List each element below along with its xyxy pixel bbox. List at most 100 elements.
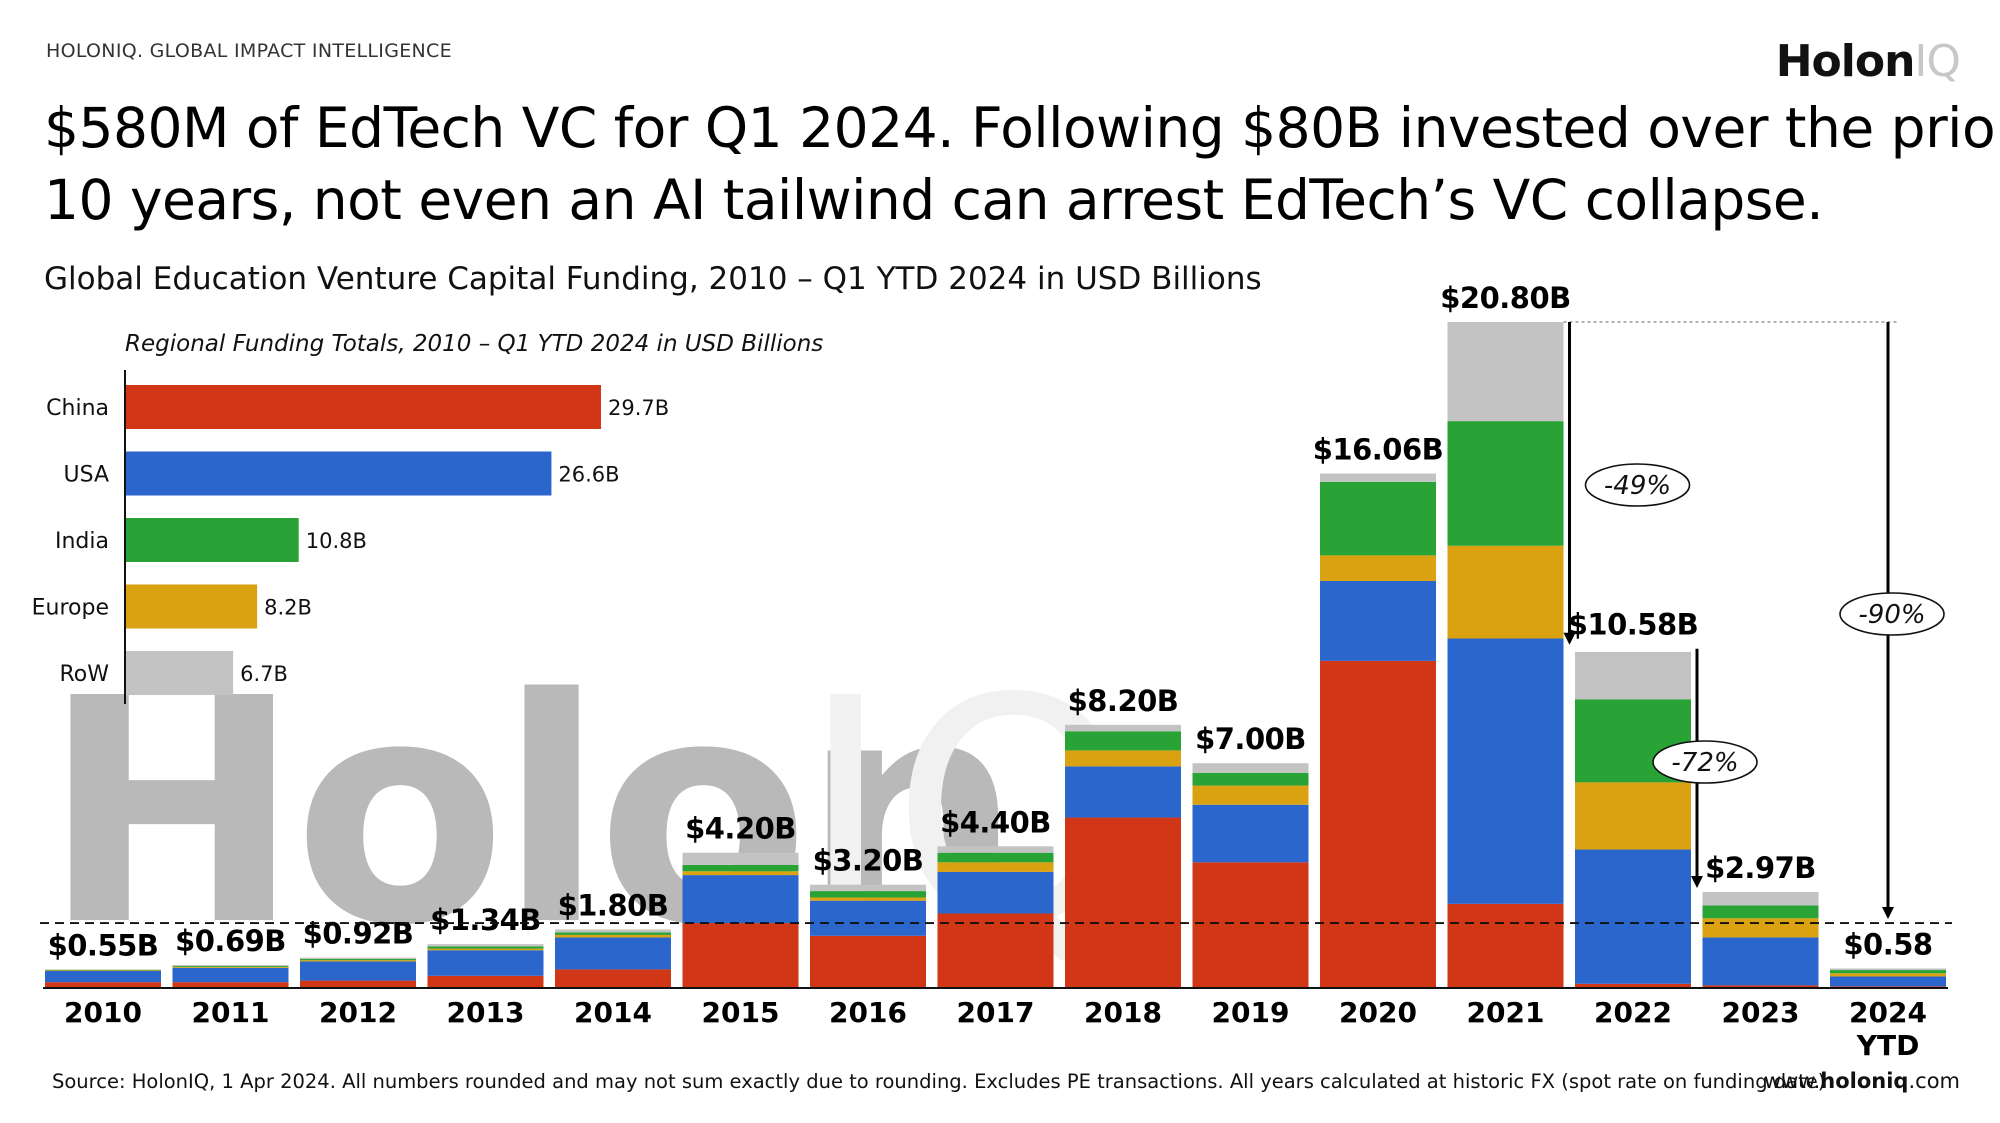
source-note: Source: HolonIQ, 1 Apr 2024. All numbers…: [52, 1070, 1826, 1093]
bar-segment-india: [172, 965, 289, 967]
x-tick-label: 2020: [1339, 996, 1417, 1029]
bar-total-label: $7.00B: [1195, 722, 1306, 756]
bar-total-label: $0.92B: [303, 917, 414, 951]
pct-change-badge-90: -90%: [1839, 592, 1945, 636]
bar-segment-usa: [1320, 580, 1436, 661]
website-link[interactable]: www.holoniq.com: [1764, 1069, 1960, 1093]
inset-value-label: 26.6B: [558, 463, 619, 487]
website-bold: holoniq: [1820, 1069, 1909, 1093]
bar-segment-europe: [45, 970, 161, 972]
bar-segment-row: [810, 884, 926, 892]
bar-segment-europe: [682, 871, 799, 876]
inset-title: Regional Funding Totals, 2010 – Q1 YTD 2…: [125, 331, 823, 357]
bar-group-2014: $1.80B 2014: [555, 888, 671, 1029]
bar-segment-usa: [1065, 766, 1181, 818]
x-tick-label: 2013: [447, 996, 525, 1029]
inset-bar-europe: [126, 584, 258, 629]
inset-category-label: Europe: [32, 596, 109, 621]
bar-segment-usa: [1192, 804, 1309, 863]
x-tick-label: 2015: [702, 996, 780, 1029]
bar-group-2018: $8.20B 2018: [1065, 684, 1181, 1029]
inset-value-label: 6.7B: [240, 662, 288, 686]
bar-segment-china: [1575, 983, 1691, 987]
bar-segment-china: [555, 969, 671, 987]
bar-segment-europe: [1575, 782, 1691, 850]
bar-segment-india: [427, 946, 544, 949]
bar-segment-row: [1575, 651, 1691, 700]
bar-total-label: $0.58: [1843, 927, 1932, 961]
bar-segment-china: [937, 913, 1054, 987]
inset-category-label: China: [46, 396, 109, 421]
bar-segment-row: [682, 852, 799, 865]
inset-bar-usa: [126, 451, 552, 496]
bar-segment-europe: [1702, 918, 1819, 938]
bar-segment-india: [810, 891, 926, 898]
bar-segment-usa: [1702, 937, 1819, 986]
bar-segment-india: [1447, 421, 1564, 546]
bar-total-label: $1.34B: [430, 903, 541, 937]
x-tick-label: 2016: [829, 996, 907, 1029]
x-tick-label: 2022: [1594, 996, 1672, 1029]
bar-segment-europe: [810, 897, 926, 901]
bar-total-label: $8.20B: [1068, 684, 1179, 718]
headline: $580M of EdTech VC for Q1 2024. Followin…: [44, 92, 2000, 236]
x-tick-label: 2014: [574, 996, 652, 1029]
x-tick-label: 2024: [1849, 996, 1927, 1029]
bar-segment-india: [1065, 731, 1181, 751]
bar-total-label: $3.20B: [813, 844, 924, 878]
bar-segment-china: [172, 982, 289, 987]
pct-change-badge-49: -49%: [1584, 463, 1691, 507]
bar-segment-china: [300, 980, 416, 987]
bar-segment-europe: [172, 966, 289, 968]
stacked-bars: $0.55B 2010 $0.69B 2011 $0.92B 2012 $1.34B 2013…: [43, 281, 1948, 1062]
bar-segment-china: [1447, 903, 1564, 987]
bar-total-label: $10.58B: [1568, 608, 1699, 642]
x-tick-label: 2010: [64, 996, 142, 1029]
bar-segment-china: [45, 982, 161, 987]
inset-value-label: 10.8B: [306, 529, 367, 553]
bar-segment-row: [1192, 763, 1309, 773]
bar-group-2010: $0.55B 2010: [45, 928, 161, 1029]
bar-segment-europe: [1447, 545, 1564, 639]
bar-total-label: $0.69B: [175, 924, 286, 958]
bar-segment-china: [810, 935, 926, 987]
bar-segment-india: [1702, 905, 1819, 919]
bar-group-2019: $7.00B 2019: [1192, 722, 1309, 1029]
bar-segment-row: [937, 846, 1054, 853]
bar-segment-europe: [1830, 973, 1946, 977]
inset-category-label: USA: [63, 463, 109, 488]
bar-segment-usa: [172, 967, 289, 983]
bar-segment-row: [300, 957, 416, 959]
x-tick-label: 2019: [1212, 996, 1290, 1029]
svg-text:-49%: -49%: [1604, 471, 1671, 501]
bar-group-2021: $20.80B 2021: [1440, 281, 1571, 1029]
chart-subtitle: Global Education Venture Capital Funding…: [44, 261, 1262, 297]
bar-segment-row: [1702, 892, 1819, 906]
bar-segment-europe: [1320, 555, 1436, 581]
bar-segment-india: [555, 932, 671, 935]
x-tick-label: 2018: [1084, 996, 1162, 1029]
logo-accent-text: IQ: [1914, 36, 1961, 87]
website-prefix: www.: [1764, 1069, 1821, 1093]
bar-segment-row: [172, 964, 289, 966]
bar-segment-europe: [300, 960, 416, 962]
bar-segment-china: [1320, 660, 1436, 987]
svg-text:-72%: -72%: [1671, 748, 1738, 778]
inset-value-label: 29.7B: [608, 396, 669, 420]
bar-segment-europe: [555, 934, 671, 938]
bar-group-2016: $3.20B 2016: [810, 844, 926, 1029]
bar-segment-india: [937, 852, 1054, 863]
x-tick-label: 2017: [957, 996, 1035, 1029]
website-suffix: .com: [1908, 1069, 1960, 1093]
bar-group-2015: $4.20B 2015: [682, 812, 799, 1029]
bar-segment-usa: [1575, 849, 1691, 984]
bar-segment-europe: [427, 948, 544, 951]
x-tick-label: 2011: [192, 996, 270, 1029]
inset-bar-india: [126, 518, 299, 562]
regional-totals-chart: Regional Funding Totals, 2010 – Q1 YTD 2…: [32, 331, 823, 704]
bar-group-2020: $16.06B 2020: [1313, 433, 1444, 1029]
bar-segment-europe: [1065, 750, 1181, 767]
logo-main-text: Holon: [1775, 36, 1916, 87]
bar-segment-india: [45, 969, 161, 971]
